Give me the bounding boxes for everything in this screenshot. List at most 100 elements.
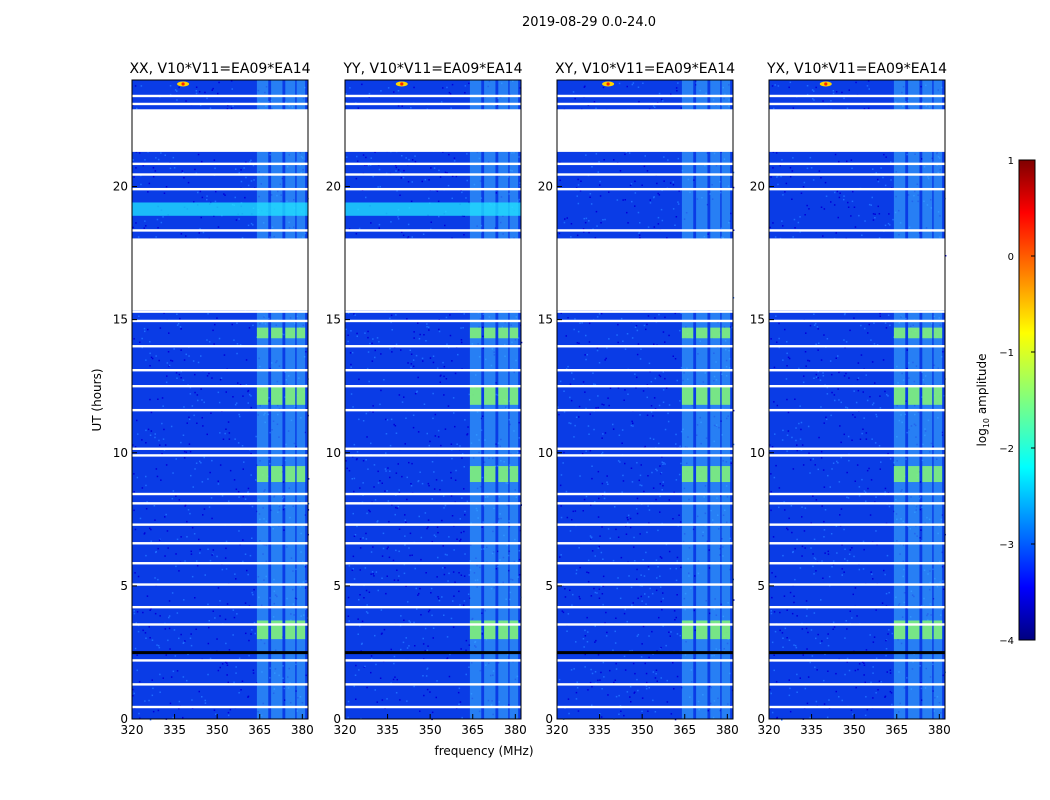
y-tick-label: 15 — [326, 313, 341, 327]
flag-line — [769, 187, 945, 191]
blank-ut-range — [769, 109, 945, 152]
y-tick-label: 15 — [538, 313, 553, 327]
flag-line — [132, 408, 308, 412]
rfi-burst — [893, 327, 906, 339]
rfi-burst — [285, 386, 296, 405]
x-tick-label: 380 — [504, 723, 527, 737]
flag-line — [345, 310, 521, 313]
flag-line — [132, 492, 308, 496]
rfi-bands — [893, 80, 943, 719]
y-tick-label: 20 — [113, 180, 128, 194]
flag-line — [345, 162, 521, 166]
flag-line — [557, 319, 733, 323]
flag-line — [345, 447, 521, 450]
y-tick-label: 10 — [538, 446, 553, 460]
broadband-feature — [132, 202, 308, 216]
flag-line — [769, 659, 945, 662]
y-tick-label: 15 — [113, 313, 128, 327]
rfi-hotspot-core — [824, 82, 828, 86]
rfi-burst — [469, 386, 482, 405]
flag-line — [345, 583, 521, 586]
panel-frame — [344, 79, 522, 720]
flag-line — [345, 345, 521, 348]
x-tick-label: 380 — [716, 723, 739, 737]
rfi-hotspot-core — [606, 82, 610, 86]
y-tick-label: 10 — [750, 446, 765, 460]
flag-line — [345, 562, 521, 565]
x-ticks: 320 335 350 365 380 — [121, 714, 314, 737]
x-tick-label: 335 — [588, 723, 611, 737]
x-tick-label: 320 — [758, 723, 781, 737]
rfi-burst — [908, 466, 920, 483]
y-tick-label: 5 — [120, 579, 128, 593]
flag-line — [557, 623, 733, 626]
rfi-burst — [721, 466, 731, 483]
flag-line — [557, 502, 733, 505]
rfi-burst — [696, 327, 708, 339]
flag-line — [345, 542, 521, 545]
x-tick-label: 365 — [885, 723, 908, 737]
x-tick-label: 380 — [291, 723, 314, 737]
flag-line — [345, 229, 521, 232]
rfi-burst — [721, 620, 731, 640]
flag-line — [345, 369, 521, 372]
rfi-burst — [922, 386, 933, 405]
colorbar-tick-label: −4 — [999, 636, 1014, 647]
rfi-burst — [908, 386, 920, 405]
flag-line — [345, 502, 521, 505]
rfi-burst — [498, 620, 509, 640]
rfi-burst — [498, 466, 509, 483]
flag-line — [557, 187, 733, 191]
flag-line — [132, 583, 308, 586]
rfi-hotspot-core — [400, 82, 404, 86]
flag-line — [557, 523, 733, 526]
x-tick-label: 335 — [163, 723, 186, 737]
rfi-burst — [256, 386, 269, 405]
rfi-hotspot-core — [181, 82, 185, 86]
colorbar: log10 amplitude 1 0 −1 −2 −3 −4 — [975, 156, 1036, 647]
flag-line — [132, 384, 308, 388]
y-tick-label: 0 — [120, 712, 128, 726]
rfi-burst — [509, 327, 519, 339]
flag-line — [345, 408, 521, 412]
flag-line — [132, 229, 308, 232]
rfi-burst — [296, 466, 306, 483]
flag-line — [132, 659, 308, 662]
flag-line — [557, 542, 733, 545]
colorbar-gradient — [1018, 159, 1036, 641]
panel-title: XY, V10*V11=EA09*EA14 — [555, 61, 735, 77]
panel-title: XX, V10*V11=EA09*EA14 — [129, 61, 310, 77]
blank-ut-range — [132, 109, 308, 152]
flag-line — [769, 408, 945, 412]
flag-line — [345, 94, 521, 98]
rfi-burst — [484, 466, 496, 483]
flag-line — [769, 683, 945, 686]
x-tick-label: 350 — [631, 723, 654, 737]
flag-line — [769, 705, 945, 709]
flag-line — [132, 623, 308, 626]
flag-line — [132, 345, 308, 348]
flag-line — [345, 605, 521, 609]
flagged-blank-rows — [769, 94, 945, 709]
x-tick-label: 350 — [419, 723, 442, 737]
rfi-burst — [681, 386, 694, 405]
rfi-burst — [296, 620, 306, 640]
panel-frame — [768, 79, 946, 720]
y-ticks: 0 5 10 15 20 — [750, 180, 774, 726]
rfi-burst — [922, 466, 933, 483]
panels: XX, V10*V11=EA09*EA14 320 335 350 365 380 0 5 10… — [113, 61, 951, 737]
panel-3: XY, V10*V11=EA09*EA14 320 335 350 365 380 0 5 10… — [538, 61, 739, 737]
flag-line — [769, 310, 945, 313]
flag-line — [769, 542, 945, 545]
flag-line — [132, 705, 308, 709]
flag-line — [769, 523, 945, 526]
panel-2: YY, V10*V11=EA09*EA14 320 335 350 365 380 0 5 10… — [326, 61, 527, 737]
rfi-bands — [256, 80, 306, 719]
x-tick-label: 365 — [248, 723, 271, 737]
y-tick-label: 20 — [538, 180, 553, 194]
flag-line — [557, 583, 733, 586]
rfi-burst — [296, 386, 306, 405]
x-ticks: 320 335 350 365 380 — [334, 714, 527, 737]
flag-line — [557, 162, 733, 166]
suptitle: 2019-08-29 0.0-24.0 — [522, 15, 656, 30]
